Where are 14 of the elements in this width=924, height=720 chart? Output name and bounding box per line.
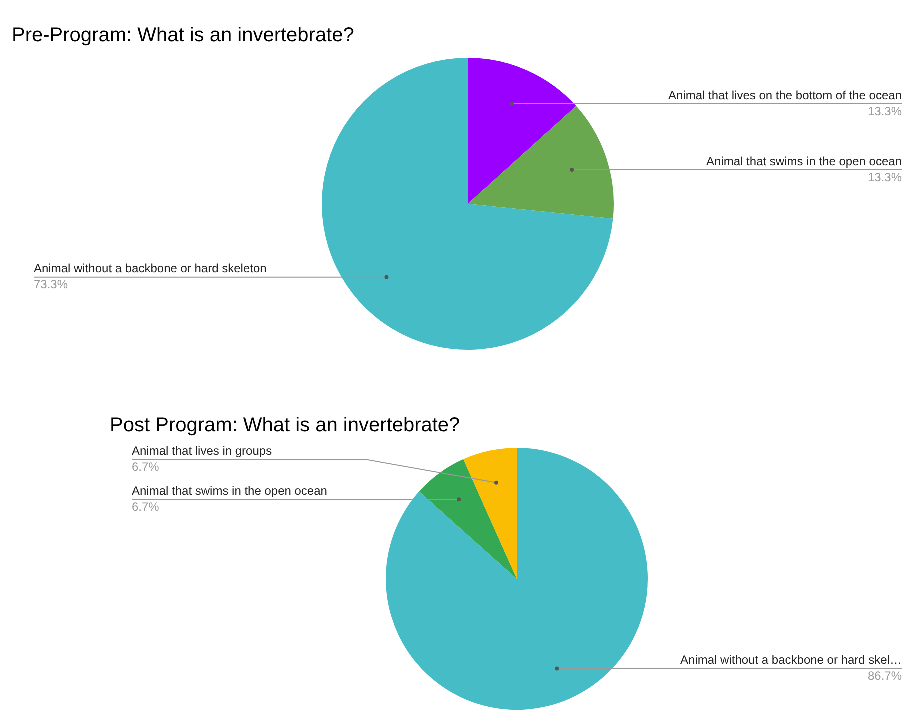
data-label: 13.3% <box>868 170 902 184</box>
slice-label: Animal that lives on the bottom of the ocean <box>668 88 902 102</box>
data-label: 86.7% <box>868 669 902 683</box>
data-label: 73.3% <box>34 278 68 292</box>
data-label: 13.3% <box>868 104 902 118</box>
slice-label: Animal that swims in the open ocean <box>706 154 902 168</box>
slice-label: Animal that swims in the open ocean <box>132 484 328 498</box>
data-label: 6.7% <box>132 500 160 514</box>
slice-label: Animal that lives in groups <box>132 444 272 458</box>
slice-label: Animal without a backbone or hard skeleton <box>34 262 267 276</box>
data-label: 6.7% <box>132 460 160 474</box>
slice-label: Animal without a backbone or hard skel… <box>680 653 902 667</box>
chart-title: Post Program: What is an invertebrate? <box>110 414 460 437</box>
chart-title: Pre-Program: What is an invertebrate? <box>12 24 354 47</box>
